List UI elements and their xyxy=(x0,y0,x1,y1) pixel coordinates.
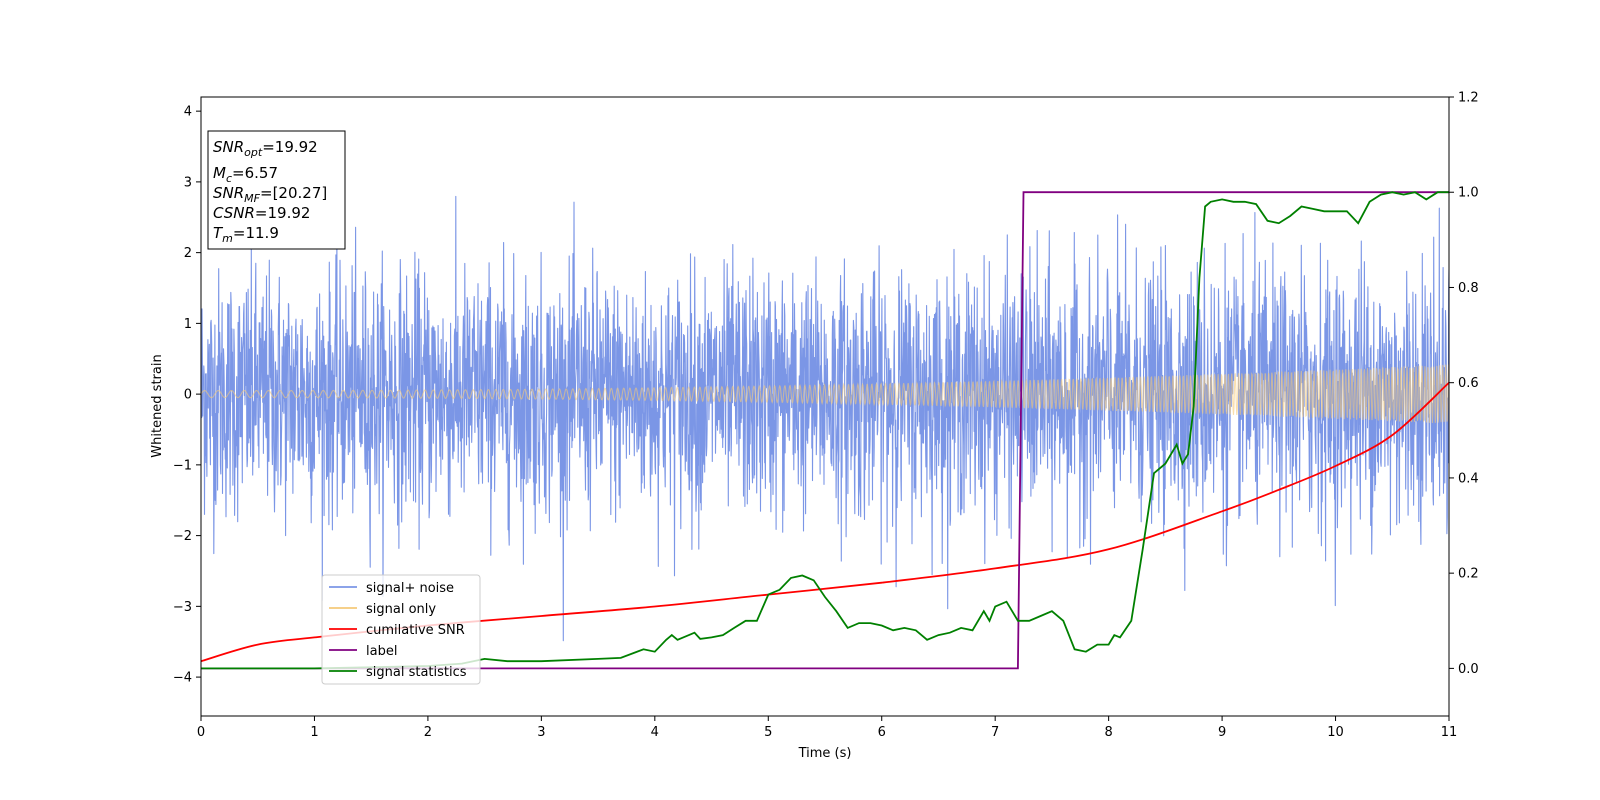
x-tick-label: 5 xyxy=(764,725,772,740)
legend-frame xyxy=(321,574,481,685)
x-tick-label: 4 xyxy=(651,725,659,740)
y-right-tick-label: 1.0 xyxy=(1458,186,1479,201)
x-tick-label: 9 xyxy=(1218,725,1226,740)
annotation-frame xyxy=(207,130,346,250)
y-right-tick-label: 0.6 xyxy=(1458,376,1479,391)
annotation-line: SNRopt=19.92 xyxy=(213,138,318,159)
x-tick-label: 10 xyxy=(1327,725,1344,740)
y-right-tick-label: 0.2 xyxy=(1458,567,1479,582)
legend-label: signal+ noise xyxy=(366,581,454,596)
series-line-signal-only xyxy=(201,364,1449,424)
legend-label: signal only xyxy=(366,602,436,617)
y-axis-left: 4 3 2 1 0 −1 −2 −3 −4 xyxy=(173,105,201,686)
legend-items: signal+ noise signal only cumilative SNR la… xyxy=(329,581,467,680)
y-left-tick-label: 3 xyxy=(184,175,192,190)
legend-label: label xyxy=(366,644,397,659)
y-right-tick-label: 1.2 xyxy=(1458,91,1479,106)
x-axis: 0 1 2 3 4 5 6 7 8 9 10 11 xyxy=(197,716,1457,740)
y-axis-label: Whitened strain xyxy=(150,354,165,457)
annotation-line: CSNR=19.92 xyxy=(213,204,310,222)
y-left-tick-label: 0 xyxy=(184,388,192,403)
y-axis-right: 1.2 1.0 0.8 0.6 0.4 0.2 0.0 xyxy=(1449,91,1479,677)
annotation-line: SNRMF=[20.27] xyxy=(213,184,327,205)
plot-frame xyxy=(200,96,1450,717)
y-left-tick-label: −1 xyxy=(173,458,192,473)
annotation-line: Mc=6.57 xyxy=(213,164,278,185)
y-left-tick-label: −3 xyxy=(173,600,192,615)
x-tick-label: 7 xyxy=(991,725,999,740)
series-line-label xyxy=(201,191,1449,670)
x-tick-label: 8 xyxy=(1104,725,1112,740)
annotation-line: Tm=11.9 xyxy=(213,224,279,245)
y-left-tick-label: 1 xyxy=(184,317,192,332)
legend: signal+ noise signal only cumilative SNR la… xyxy=(321,574,481,685)
stats-annotation-box: SNRopt=19.92 Mc=6.57SNRMF=[20.27]CSNR=19.… xyxy=(207,130,346,250)
y-right-tick-label: 0.0 xyxy=(1458,662,1479,677)
y-left-tick-label: −4 xyxy=(173,671,192,686)
x-tick-label: 3 xyxy=(537,725,545,740)
legend-label: signal statistics xyxy=(366,665,467,680)
legend-label: cumilative SNR xyxy=(366,623,465,638)
series-line-signal-noise xyxy=(201,195,1449,642)
y-left-tick-label: 4 xyxy=(184,105,192,120)
y-right-tick-label: 0.8 xyxy=(1458,281,1479,296)
x-tick-label: 0 xyxy=(197,725,205,740)
y-right-tick-label: 0.4 xyxy=(1458,471,1479,486)
x-tick-label: 11 xyxy=(1441,725,1458,740)
series-line-signal-statistics xyxy=(201,191,1449,670)
x-tick-label: 1 xyxy=(310,725,318,740)
x-axis-label: Time (s) xyxy=(798,746,852,761)
y-left-tick-label: −2 xyxy=(173,529,192,544)
x-tick-label: 6 xyxy=(878,725,886,740)
annotation-lines: SNRopt=19.92 Mc=6.57SNRMF=[20.27]CSNR=19.… xyxy=(213,138,327,245)
y-left-tick-label: 2 xyxy=(184,246,192,261)
x-tick-label: 2 xyxy=(424,725,432,740)
